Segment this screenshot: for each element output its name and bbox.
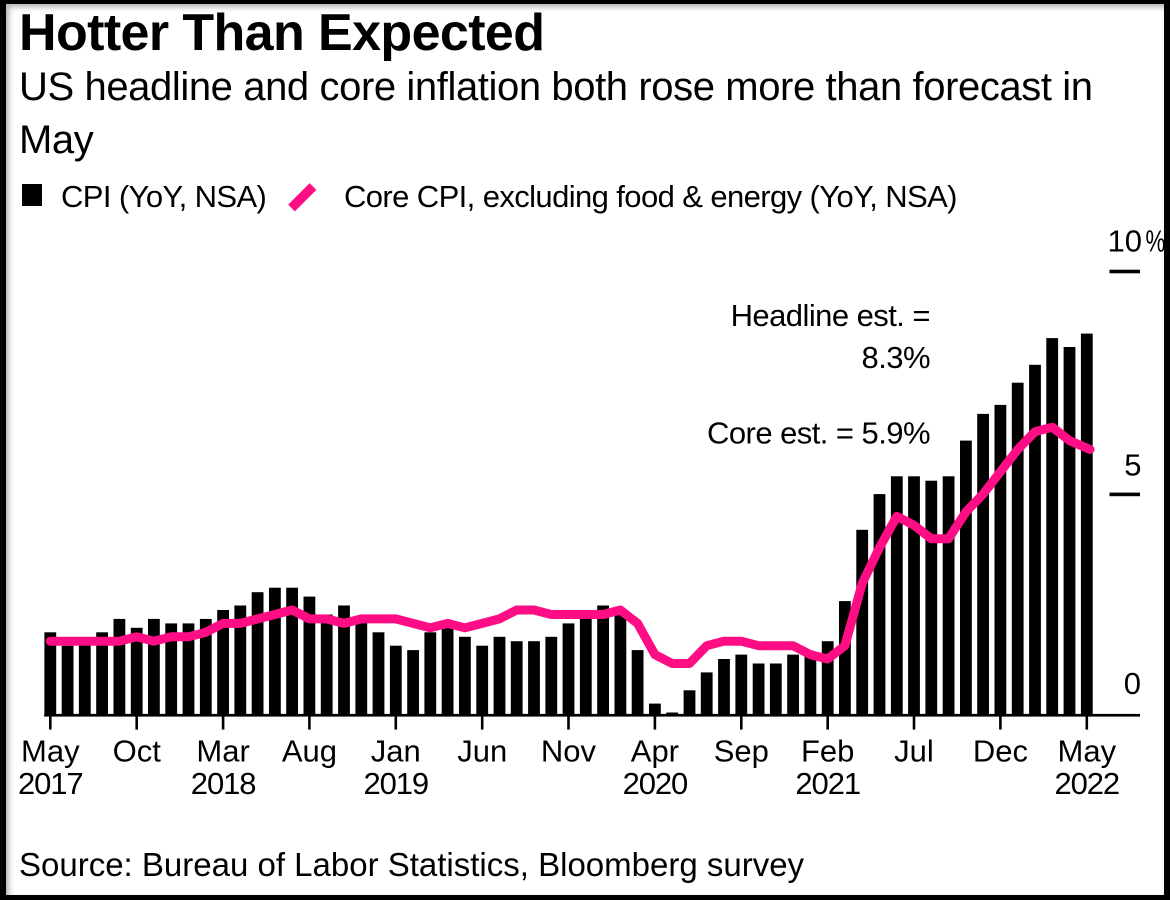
svg-text:Jun: Jun <box>457 734 507 769</box>
svg-text:Jul: Jul <box>894 734 934 769</box>
svg-text:Jan: Jan <box>371 734 421 769</box>
svg-text:Feb: Feb <box>801 734 854 769</box>
svg-text:Sep: Sep <box>714 734 769 769</box>
svg-text:May: May <box>1058 734 1117 769</box>
svg-text:Core est. = 5.9%: Core est. = 5.9% <box>707 416 930 451</box>
svg-text:Dec: Dec <box>973 734 1028 769</box>
svg-text:Apr: Apr <box>631 734 679 769</box>
svg-text:%: % <box>1146 224 1166 258</box>
svg-text:Mar: Mar <box>196 734 249 769</box>
svg-text:0: 0 <box>1124 666 1141 701</box>
svg-text:2018: 2018 <box>191 766 256 801</box>
svg-text:Aug: Aug <box>282 734 337 769</box>
svg-text:May: May <box>21 734 80 769</box>
svg-text:2020: 2020 <box>623 766 688 801</box>
svg-text:10: 10 <box>1108 223 1142 258</box>
svg-text:Nov: Nov <box>541 734 597 769</box>
svg-text:2019: 2019 <box>364 766 429 801</box>
svg-text:2021: 2021 <box>795 766 860 801</box>
svg-text:2022: 2022 <box>1055 766 1120 801</box>
svg-text:Oct: Oct <box>113 734 162 769</box>
svg-text:Headline est. =: Headline est. = <box>731 298 930 333</box>
svg-text:2017: 2017 <box>18 766 83 801</box>
svg-text:5: 5 <box>1124 448 1141 483</box>
svg-text:8.3%: 8.3% <box>862 340 930 375</box>
